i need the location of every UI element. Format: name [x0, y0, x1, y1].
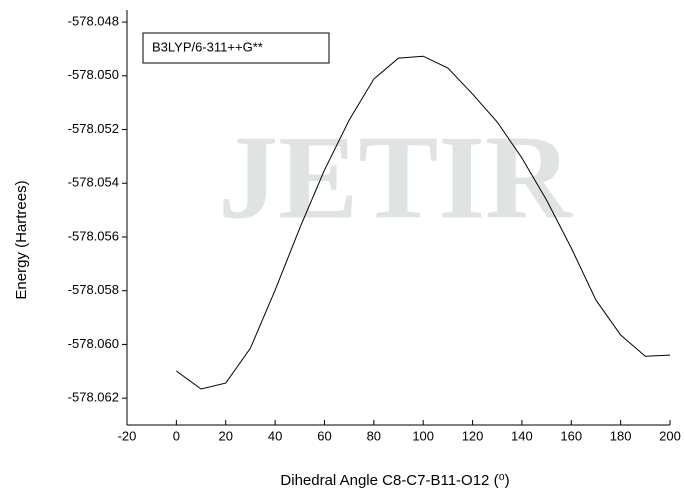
x-tick-label: 100 — [412, 428, 434, 443]
x-tick-label: 200 — [659, 428, 681, 443]
x-tick-label: 0 — [173, 428, 180, 443]
y-tick-label: -578.048 — [68, 14, 119, 29]
x-tick-label: 160 — [560, 428, 582, 443]
x-tick-label: 140 — [511, 428, 533, 443]
x-tick-label: 120 — [462, 428, 484, 443]
y-axis-label: Energy (Hartrees) — [13, 180, 30, 299]
y-tick-label: -578.050 — [68, 67, 119, 82]
x-tick-label: 40 — [268, 428, 282, 443]
x-tick-label: 80 — [367, 428, 381, 443]
y-tick-label: -578.058 — [68, 282, 119, 297]
x-tick-label: 60 — [317, 428, 331, 443]
x-tick-label: 20 — [218, 428, 232, 443]
x-tick-label: 180 — [610, 428, 632, 443]
y-tick-label: -578.060 — [68, 336, 119, 351]
y-tick-label: -578.054 — [68, 175, 119, 190]
y-tick-label: -578.062 — [68, 390, 119, 405]
y-tick-label: -578.056 — [68, 228, 119, 243]
x-axis-label: Dihedral Angle C8-C7-B11-O12 (⁰) — [280, 472, 509, 489]
line — [176, 55, 671, 390]
annotation-box — [142, 32, 330, 64]
watermark: JETIR — [218, 111, 573, 244]
annotation: B3LYP/6-311++G** — [152, 39, 263, 54]
x-tick-label: -20 — [118, 428, 137, 443]
y-tick-label: -578.052 — [68, 121, 119, 136]
